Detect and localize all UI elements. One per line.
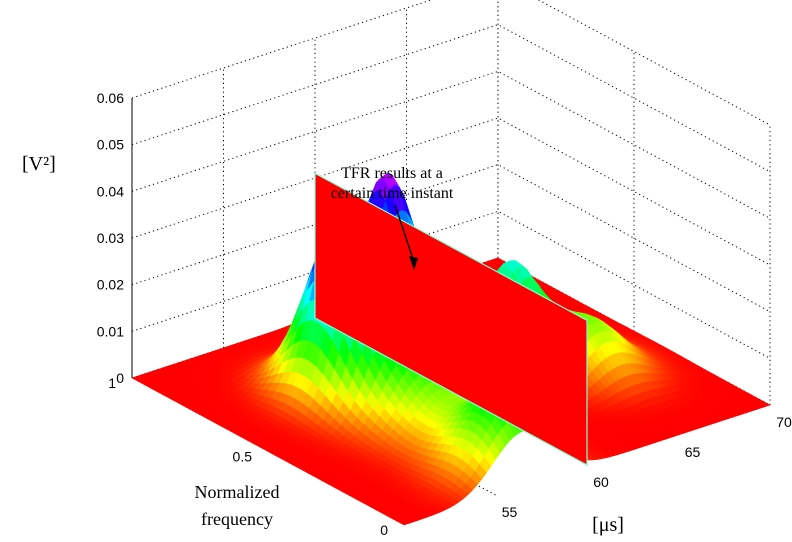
surface-layer [131, 172, 771, 526]
y-tick-label: 0 [380, 522, 388, 538]
surface-cell [396, 519, 410, 526]
z-gridline [131, 210, 771, 359]
annotation-arrow [394, 204, 415, 263]
x-tick-label: 60 [593, 474, 609, 490]
y-tick-label: 1 [108, 375, 116, 391]
tick-labels: 0 0.01 0.02 0.03 0.04 0.05 0.06 55 60 65 70 0 0.5 1 [97, 90, 792, 538]
z-tick-label: 0.02 [97, 277, 124, 293]
y-axis-label-line-2: frequency [201, 509, 273, 529]
y-axis-label-line-1: Normalized [195, 482, 280, 502]
annotation-arrowhead [409, 256, 418, 270]
z-tick-label: 0.06 [97, 90, 124, 106]
y-tick-label: 0.5 [233, 449, 253, 465]
x-tick-label: 65 [685, 444, 701, 460]
z-gridline [131, 117, 771, 266]
x-tick-label: 70 [776, 414, 792, 430]
z-gridline [131, 24, 771, 173]
z-gridline [131, 164, 771, 313]
z-tick-label: 0.04 [97, 183, 124, 199]
z-gridline [131, 70, 771, 219]
annotation: TFR results at a certain time instant [331, 165, 454, 270]
z-axis-label-text: [V²] [22, 153, 56, 175]
time-slice-plane [314, 172, 588, 467]
z-tick-label: 0.01 [97, 323, 124, 339]
annotation-line-1: TFR results at a [341, 165, 443, 182]
x-axis-label: [μs] [592, 514, 624, 536]
annotation-line-2: certain time instant [331, 185, 454, 202]
z-axis-label: [V²] [22, 153, 56, 175]
z-tick-label: 0.05 [97, 137, 124, 153]
z-tick-label: 0 [116, 370, 124, 386]
x-tick-label: 55 [502, 504, 518, 520]
z-gridline [131, 0, 771, 126]
z-tick-label: 0.03 [97, 230, 124, 246]
